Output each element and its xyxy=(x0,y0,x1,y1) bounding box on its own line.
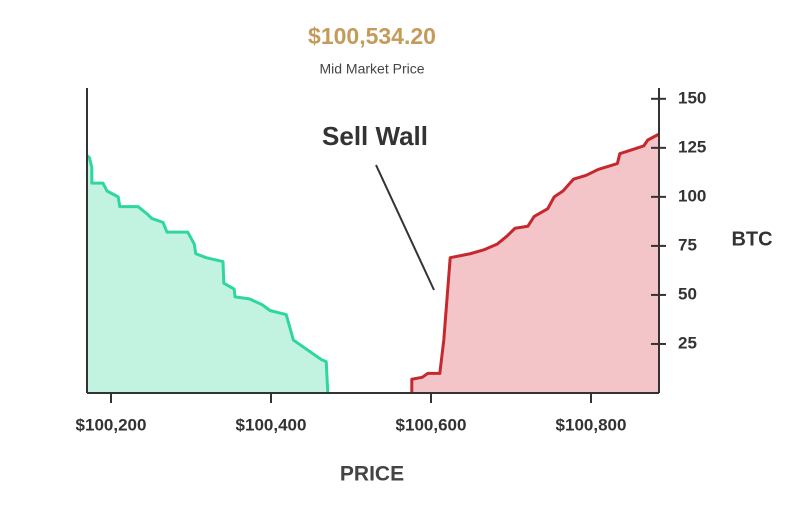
y-tick-label: 100 xyxy=(678,186,706,205)
y-tick-label: 75 xyxy=(678,235,697,254)
y-tick-label: 50 xyxy=(678,284,697,303)
depth-area xyxy=(411,134,659,393)
y-tick-label: 25 xyxy=(678,333,697,352)
depth-area xyxy=(87,155,328,393)
x-tick-label: $100,400 xyxy=(236,415,307,434)
areas xyxy=(86,132,660,394)
chart-title: $100,534.20 xyxy=(308,23,436,49)
y-tick-label: 150 xyxy=(678,88,706,107)
y-tick-label: 125 xyxy=(678,137,706,156)
x-tick-label: $100,800 xyxy=(556,415,627,434)
x-axis-label: PRICE xyxy=(340,463,404,486)
y-axis-label: BTC xyxy=(731,228,772,250)
chart-subtitle: Mid Market Price xyxy=(319,61,424,77)
depth-line xyxy=(410,132,660,393)
depth-line xyxy=(86,154,330,394)
x-tick-label: $100,600 xyxy=(396,415,467,434)
annotation-pointer xyxy=(375,164,435,291)
x-tick-label: $100,200 xyxy=(76,415,147,434)
annotation: Sell Wall xyxy=(322,121,428,151)
